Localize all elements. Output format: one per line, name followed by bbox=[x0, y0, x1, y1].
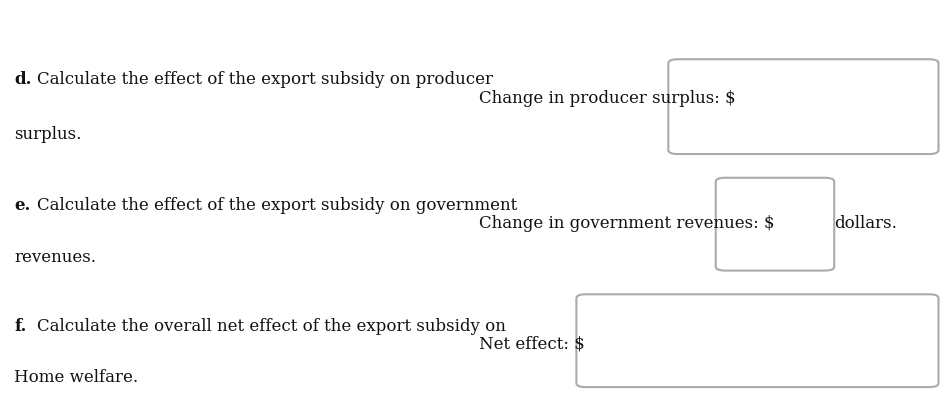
FancyBboxPatch shape bbox=[668, 59, 939, 154]
Text: Calculate the effect of the export subsidy on producer: Calculate the effect of the export subsi… bbox=[37, 71, 493, 88]
Text: Calculate the effect of the export subsidy on government: Calculate the effect of the export subsi… bbox=[37, 198, 518, 214]
Text: d.: d. bbox=[14, 71, 31, 88]
Text: Net effect: $: Net effect: $ bbox=[479, 335, 585, 352]
Text: f.: f. bbox=[14, 318, 27, 335]
FancyBboxPatch shape bbox=[716, 178, 834, 271]
Text: revenues.: revenues. bbox=[14, 249, 96, 266]
Text: dollars.: dollars. bbox=[834, 214, 897, 232]
Text: e.: e. bbox=[14, 198, 30, 214]
Text: Home welfare.: Home welfare. bbox=[14, 369, 138, 386]
Text: Change in government revenues: $: Change in government revenues: $ bbox=[479, 214, 775, 232]
Text: surplus.: surplus. bbox=[14, 126, 82, 143]
Text: Calculate the overall net effect of the export subsidy on: Calculate the overall net effect of the … bbox=[37, 318, 506, 335]
FancyBboxPatch shape bbox=[576, 294, 939, 387]
Text: Change in producer surplus: $: Change in producer surplus: $ bbox=[479, 90, 736, 107]
